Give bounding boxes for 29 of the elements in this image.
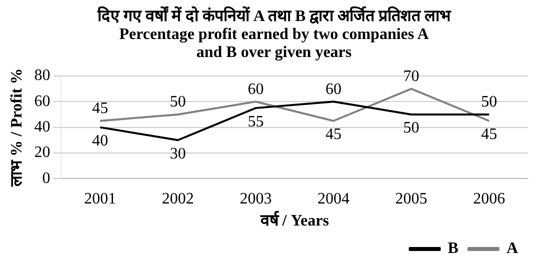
data-label: 60: [248, 80, 264, 98]
x-tick-label: 2001: [84, 190, 116, 208]
legend-label: B: [448, 240, 459, 258]
y-tick-label: 60: [34, 92, 50, 110]
x-tick-label: 2004: [318, 190, 350, 208]
y-tick-label: 20: [34, 144, 50, 162]
y-tick-label: 0: [42, 170, 50, 187]
legend-label: A: [506, 240, 518, 258]
data-label: 70: [403, 68, 420, 86]
data-label: 55: [248, 113, 264, 130]
data-label: 45: [326, 126, 342, 144]
y-axis-title: लाभ % / Profit %: [8, 68, 26, 188]
data-label: 40: [92, 132, 108, 150]
data-label: 30: [170, 145, 186, 162]
chart-title: दिए गए वर्षों में दो कंपनियों A तथा B द्वारा अर्जित प्रतिशत लाभ: [96, 5, 452, 26]
data-label: 50: [170, 94, 186, 111]
x-tick-label: 2005: [395, 190, 428, 208]
data-label: 50: [403, 120, 420, 137]
y-tick-label: 40: [34, 118, 50, 136]
x-axis-title: वर्ष / Years: [259, 210, 329, 230]
x-tick-label: 2002: [162, 190, 194, 208]
data-label: 45: [481, 126, 498, 144]
x-tick-label: 2003: [240, 190, 272, 208]
chart-subtitle: Percentage profit earned by two companies A and B over given years: [118, 26, 430, 62]
y-tick-label: 80: [34, 67, 50, 84]
data-label: 45: [92, 100, 108, 118]
data-label: 60: [326, 80, 342, 98]
data-label: 50: [481, 94, 498, 111]
x-tick-label: 2006: [473, 190, 506, 208]
